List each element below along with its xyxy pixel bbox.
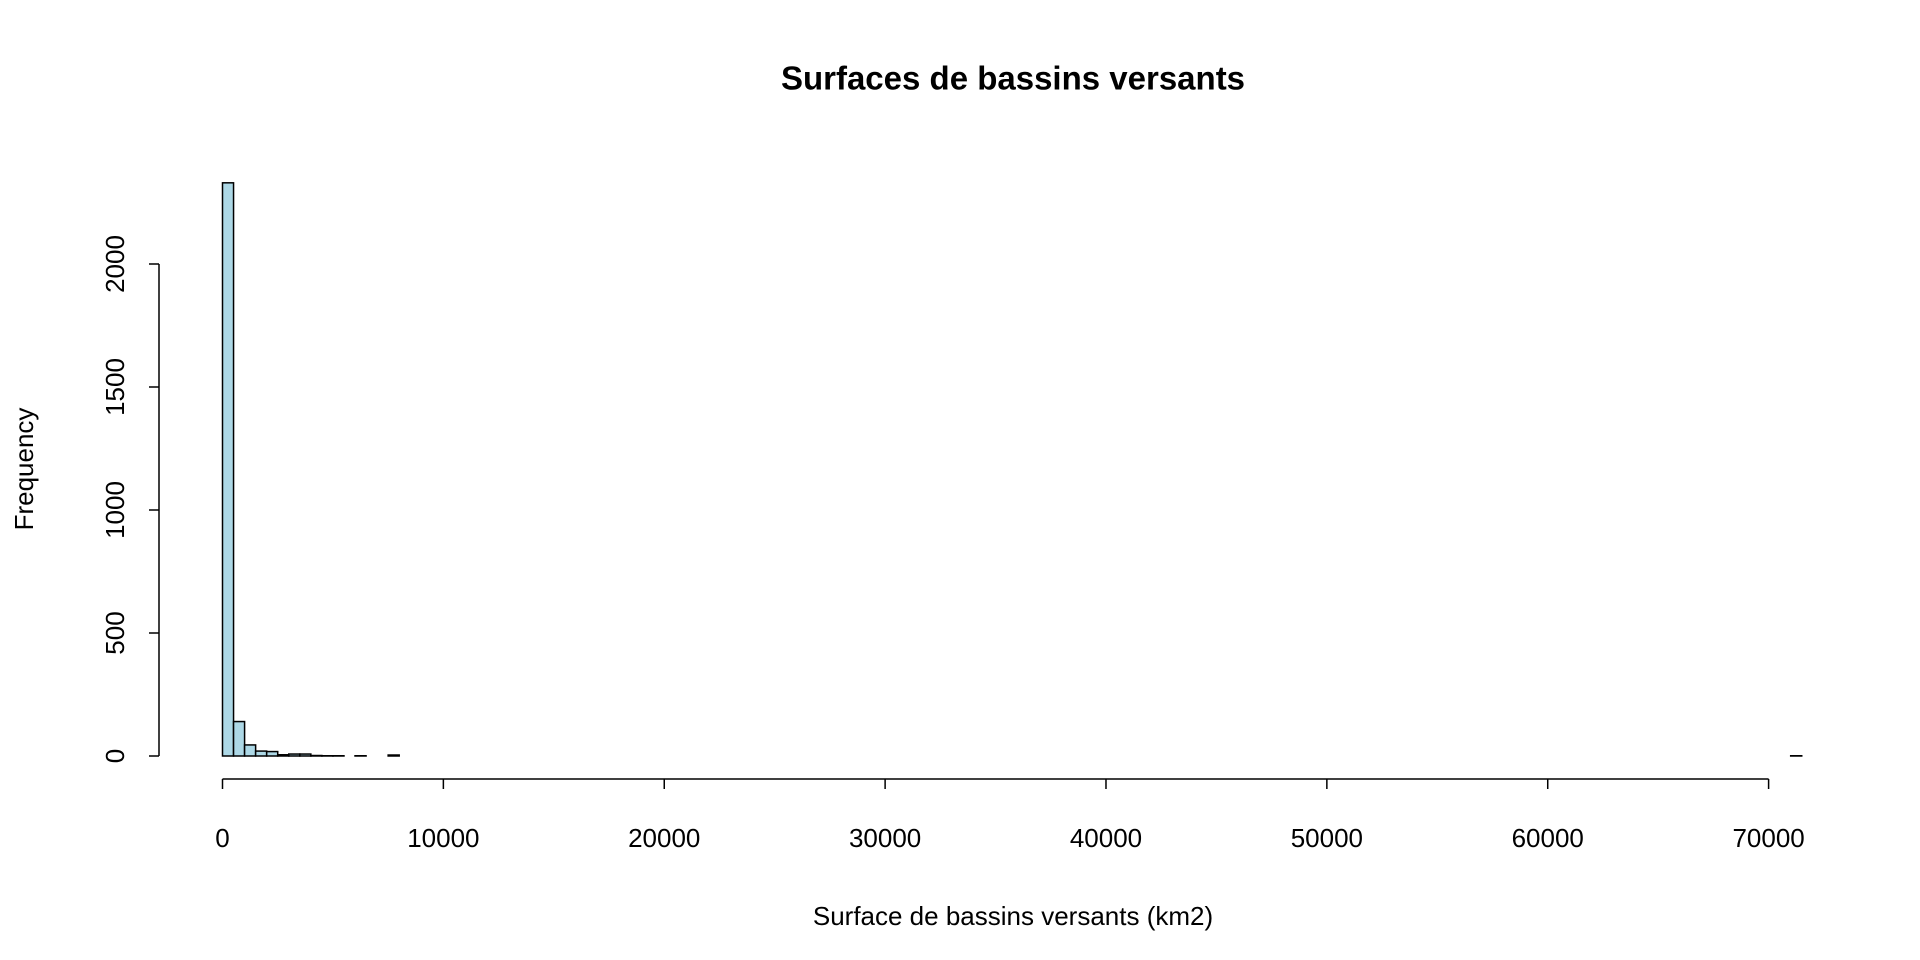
histogram-bar <box>254 750 268 757</box>
histogram-bar <box>387 754 400 757</box>
x-tick-label: 50000 <box>1291 823 1363 853</box>
histogram-bar <box>243 744 257 757</box>
x-tick-label: 10000 <box>407 823 479 853</box>
x-tick-label: 40000 <box>1070 823 1142 853</box>
x-tick-label: 70000 <box>1732 823 1804 853</box>
y-tick-label: 0 <box>100 749 130 763</box>
x-tick-label: 20000 <box>628 823 700 853</box>
x-tick-label: 60000 <box>1512 823 1584 853</box>
x-tick-label: 0 <box>215 823 229 853</box>
histogram-bar <box>265 750 279 757</box>
histogram-bar <box>276 754 290 757</box>
chart-title: Surfaces de bassins versants <box>781 60 1245 97</box>
histogram-bar <box>232 720 246 757</box>
histogram-bar <box>299 753 312 757</box>
histogram-bar <box>288 753 301 757</box>
y-axis-label: Frequency <box>9 408 39 531</box>
y-tick-label: 1000 <box>100 481 130 539</box>
y-tick-label: 1500 <box>100 358 130 416</box>
y-tick-label: 500 <box>100 611 130 654</box>
x-tick-label: 30000 <box>849 823 921 853</box>
x-axis-label: Surface de bassins versants (km2) <box>813 901 1213 931</box>
y-tick-label: 2000 <box>100 235 130 293</box>
histogram-bar <box>221 182 235 757</box>
